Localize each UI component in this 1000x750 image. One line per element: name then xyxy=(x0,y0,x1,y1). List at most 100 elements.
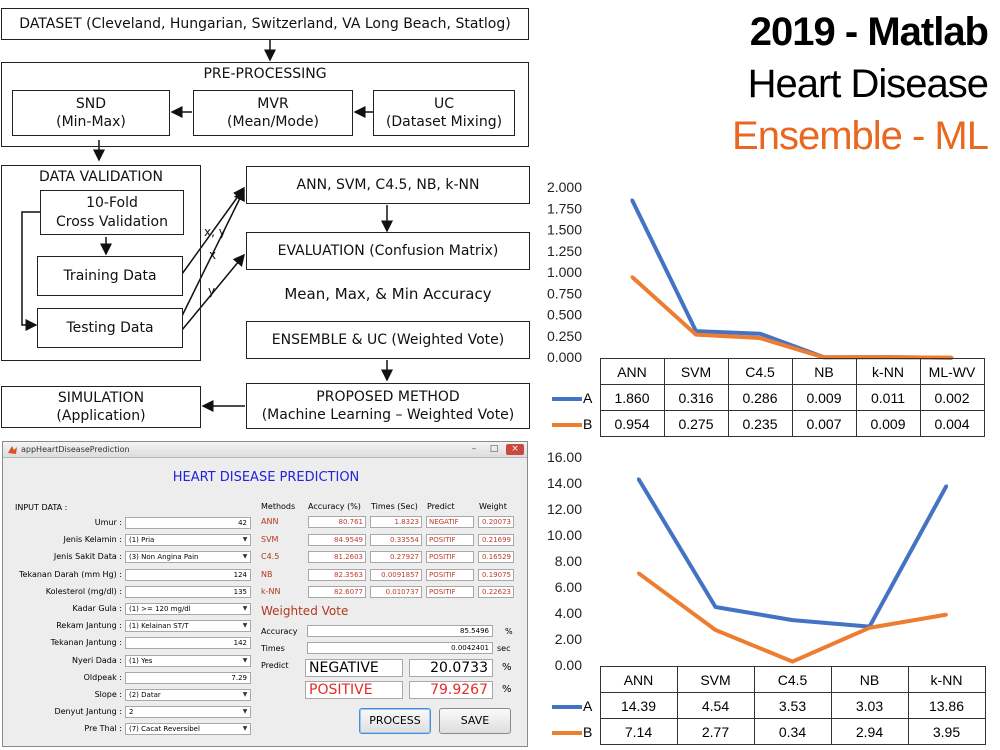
wv-times-label: Times xyxy=(261,644,285,653)
legend-label: A xyxy=(583,389,593,406)
data-label: 14.39 xyxy=(599,692,678,719)
result-time: 0.010737 xyxy=(370,586,422,598)
data-label: 0.286 xyxy=(727,384,793,411)
result-weight: 0.16529 xyxy=(478,551,514,563)
data-label: 0.954 xyxy=(599,410,665,437)
proposed-method-subtitle: (Machine Learning – Weighted Vote) xyxy=(261,407,515,423)
data-label: 3.53 xyxy=(753,692,832,719)
field-dropdown[interactable]: (3) Non Angina Pain ▼ xyxy=(125,551,251,563)
uc-subtitle: (Dataset Mixing) xyxy=(385,114,503,130)
positive-value-box: 79.9267 xyxy=(409,681,493,699)
ensemble-box: ENSEMBLE & UC (Weighted Vote) xyxy=(246,321,530,359)
data-point xyxy=(758,336,762,340)
field-dropdown[interactable]: (1) Kelainan ST/T ▼ xyxy=(125,620,251,632)
save-button[interactable]: SAVE xyxy=(439,708,511,734)
training-data-label: Training Data xyxy=(63,267,157,284)
preprocessing-label: PRE-PROCESSING xyxy=(203,66,327,82)
field-value: 2 xyxy=(129,708,134,716)
y-tick-label: 2.000 xyxy=(547,179,582,195)
field-label: Tekanan Darah (mm Hg) : xyxy=(19,570,122,579)
field-input[interactable]: 142 xyxy=(125,637,251,649)
close-icon[interactable]: × xyxy=(506,444,524,455)
proposed-method-box: PROPOSED METHOD (Machine Learning – Weig… xyxy=(246,383,530,429)
app-window: appHeartDiseasePrediction – □ × HEART DI… xyxy=(2,441,528,747)
cross-validation-title: 10-Fold xyxy=(86,195,138,212)
data-label: 0.007 xyxy=(791,410,857,437)
edge-label-xy: x, y xyxy=(204,225,226,239)
field-input[interactable]: 135 xyxy=(125,586,251,598)
window-titlebar[interactable]: appHeartDiseasePrediction – □ × xyxy=(3,442,527,458)
result-method: NB xyxy=(261,569,273,579)
data-point xyxy=(637,571,640,575)
result-accuracy: 80.761 xyxy=(308,516,366,528)
field-value: 42 xyxy=(238,519,247,527)
data-point xyxy=(945,484,948,488)
field-dropdown[interactable]: (7) Cacat Reversibel ▼ xyxy=(125,723,251,735)
headline-method: Ensemble - ML xyxy=(732,114,989,158)
dataset-label: DATASET (Cleveland, Hungarian, Switzerla… xyxy=(19,15,511,32)
simulation-box: SIMULATION (Application) xyxy=(1,386,201,428)
process-button[interactable]: PROCESS xyxy=(359,708,431,734)
chart-top: 0.000 0.250 0.500 0.750 1.000 1.250 1.500 1.750… xyxy=(540,178,1000,438)
minimize-icon[interactable]: – xyxy=(471,444,477,454)
results-header: Times (Sec) xyxy=(371,502,418,511)
results-header: Weight xyxy=(479,502,507,511)
chevron-down-icon[interactable]: ▼ xyxy=(242,605,248,612)
field-input[interactable]: 7.29 xyxy=(125,672,251,684)
field-value: 142 xyxy=(233,639,247,647)
legend-entry: B xyxy=(550,718,601,745)
field-label: Jenis Kelamin : xyxy=(63,535,122,544)
snd-box: SND (Min-Max) xyxy=(12,90,170,136)
field-value: (1) Kelainan ST/T xyxy=(129,622,189,630)
y-tick-label: 0.250 xyxy=(547,328,582,344)
maximize-icon[interactable]: □ xyxy=(489,444,499,454)
chevron-down-icon[interactable]: ▼ xyxy=(242,708,248,715)
wv-times-field: 0.0042401 xyxy=(307,642,493,654)
x-tick-label: k-NN xyxy=(855,358,921,385)
legend-label: B xyxy=(583,723,593,740)
edge-label-y: y xyxy=(208,284,216,298)
data-label: 0.275 xyxy=(663,410,729,437)
table-corner xyxy=(550,359,600,385)
chevron-down-icon[interactable]: ▼ xyxy=(242,536,248,543)
matlab-icon xyxy=(8,446,17,454)
data-label: 0.002 xyxy=(919,384,985,411)
chart-data-table: ANN SVM C4.5 NB k-NN A 14.39 4.54 3.53 3.03 13.86 B… xyxy=(550,666,986,745)
field-input[interactable]: 42 xyxy=(125,517,251,529)
chevron-down-icon[interactable]: ▼ xyxy=(242,622,248,629)
y-tick-label: 1.000 xyxy=(547,264,582,280)
y-tick-label: 4.00 xyxy=(555,605,582,621)
y-tick-label: 10.00 xyxy=(547,527,582,543)
x-tick-label: NB xyxy=(791,358,857,385)
data-validation-container: DATA VALIDATION xyxy=(1,165,201,361)
data-label: 2.77 xyxy=(676,718,755,745)
field-dropdown[interactable]: (1) Yes ▼ xyxy=(125,655,251,667)
field-label: Nyeri Dada : xyxy=(72,656,122,665)
result-method: C4.5 xyxy=(261,552,280,561)
ensemble-label: ENSEMBLE & UC (Weighted Vote) xyxy=(271,331,505,348)
y-tick-label: 8.00 xyxy=(555,553,582,569)
mvr-title: MVR xyxy=(257,95,289,112)
chevron-down-icon[interactable]: ▼ xyxy=(242,553,248,560)
result-accuracy: 81.2603 xyxy=(308,551,366,563)
field-dropdown[interactable]: 2 ▼ xyxy=(125,706,251,718)
positive-unit: % xyxy=(502,684,512,695)
chevron-down-icon[interactable]: ▼ xyxy=(242,725,248,732)
window-title: appHeartDiseasePrediction xyxy=(21,445,130,454)
result-weight: 0.20073 xyxy=(478,516,514,528)
field-dropdown[interactable]: (2) Datar ▼ xyxy=(125,689,251,701)
result-time: 0.27927 xyxy=(370,551,422,563)
field-input[interactable]: 124 xyxy=(125,569,251,581)
negative-value-box: 20.0733 xyxy=(409,659,493,677)
series-line-A xyxy=(636,477,949,629)
data-label: 0.316 xyxy=(663,384,729,411)
chevron-down-icon[interactable]: ▼ xyxy=(242,657,248,664)
field-dropdown[interactable]: (1) Pria ▼ xyxy=(125,534,251,546)
result-predict: POSITIF xyxy=(426,586,474,598)
y-tick-label: 1.500 xyxy=(547,222,582,238)
x-tick-label: k-NN xyxy=(907,666,986,693)
field-dropdown[interactable]: (1) >= 120 mg/dl ▼ xyxy=(125,603,251,615)
result-predict: POSITIF xyxy=(426,533,474,546)
chevron-down-icon[interactable]: ▼ xyxy=(242,691,248,698)
result-method: ANN xyxy=(261,517,279,526)
